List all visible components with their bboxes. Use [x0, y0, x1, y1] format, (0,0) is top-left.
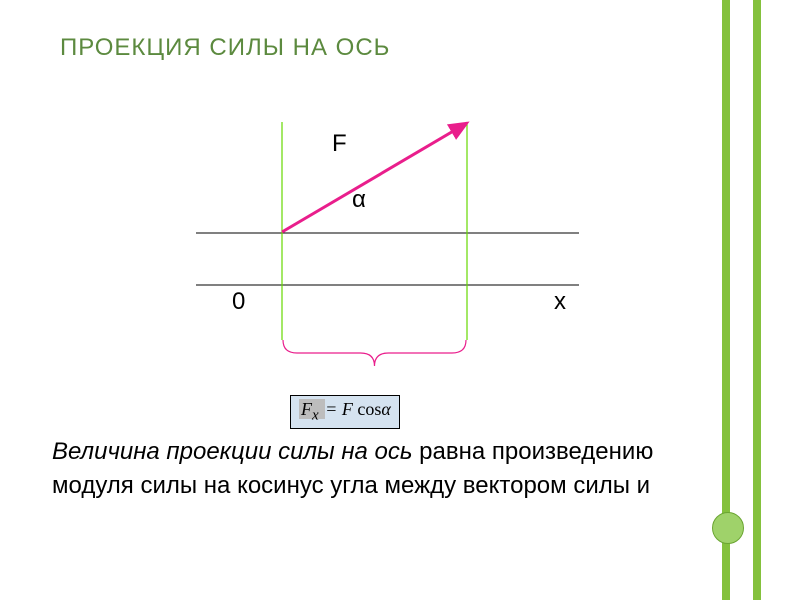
formula-alpha: α: [381, 399, 390, 419]
label-alpha: α: [352, 186, 366, 214]
formula-box: Fx = F cosα: [290, 395, 400, 429]
label-F: F: [332, 130, 347, 158]
description-text: Величина проекции силы на ось равна прои…: [52, 435, 730, 502]
formula-F1: F: [301, 399, 312, 419]
formula-eq: =: [325, 399, 342, 419]
label-zero: 0: [232, 288, 245, 316]
formula-sub-x: x: [312, 408, 319, 424]
description-line2: модуля силы на косинус угла между вектор…: [52, 472, 650, 499]
projection-diagram: [0, 0, 800, 420]
label-x: х: [554, 288, 566, 316]
formula-cos: cos: [357, 399, 381, 419]
description-line1: равна произведению: [413, 438, 654, 465]
description-emph: Величина проекции силы на ось: [52, 438, 413, 465]
next-slide-button[interactable]: [712, 512, 744, 544]
formula-F2: F: [342, 399, 358, 419]
